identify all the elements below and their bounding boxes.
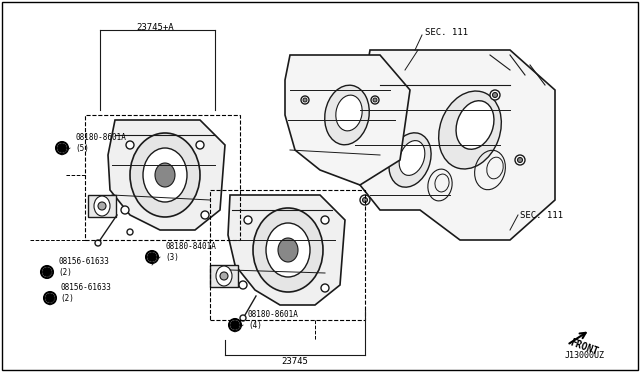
Ellipse shape [253,208,323,292]
Bar [88,195,116,217]
Circle shape [148,253,156,261]
Polygon shape [108,120,225,230]
Text: SEC. 111: SEC. 111 [425,28,468,36]
Circle shape [301,96,309,104]
Circle shape [390,95,400,105]
Circle shape [196,141,204,149]
Circle shape [371,96,379,104]
Circle shape [303,98,307,102]
Circle shape [127,229,133,235]
Text: 08156-61633
(2): 08156-61633 (2) [58,257,109,277]
Circle shape [146,251,158,263]
Circle shape [490,90,500,100]
Text: SEC. 111: SEC. 111 [520,211,563,219]
Ellipse shape [399,141,425,176]
Ellipse shape [336,95,362,131]
Circle shape [41,266,53,278]
Circle shape [44,292,56,304]
Ellipse shape [155,163,175,187]
Ellipse shape [438,91,501,169]
Polygon shape [228,195,345,305]
Ellipse shape [130,133,200,217]
Circle shape [360,195,370,205]
Circle shape [362,198,367,202]
Ellipse shape [143,148,187,202]
Circle shape [231,321,239,329]
Ellipse shape [324,85,369,145]
Circle shape [58,144,66,152]
Circle shape [493,93,497,97]
Circle shape [201,211,209,219]
Text: 08180-8401A
(3): 08180-8401A (3) [165,242,216,262]
Bar [210,190,365,320]
Circle shape [321,284,329,292]
Circle shape [43,268,51,276]
Circle shape [95,240,101,246]
Text: 23745: 23745 [282,357,308,366]
Circle shape [121,206,129,214]
Circle shape [392,97,397,103]
Polygon shape [340,50,555,240]
Circle shape [98,202,106,210]
Polygon shape [285,55,410,185]
Circle shape [229,319,241,331]
Text: 08180-8601A
(4): 08180-8601A (4) [248,310,299,330]
Ellipse shape [94,196,110,216]
Circle shape [518,157,522,163]
Circle shape [321,216,329,224]
Text: 08156-61633
(2): 08156-61633 (2) [60,283,111,303]
Bar [210,265,238,287]
Bar [85,115,240,240]
Circle shape [56,142,68,154]
Circle shape [244,216,252,224]
Text: 23745+A: 23745+A [136,22,174,32]
Ellipse shape [266,223,310,277]
Circle shape [126,141,134,149]
Ellipse shape [278,238,298,262]
Circle shape [515,155,525,165]
Circle shape [46,294,54,302]
Ellipse shape [216,266,232,286]
Text: FRONT: FRONT [568,337,599,357]
Circle shape [220,272,228,280]
Ellipse shape [456,101,494,149]
Text: J13000UZ: J13000UZ [565,351,605,360]
Circle shape [240,315,246,321]
Ellipse shape [389,133,431,187]
Circle shape [373,98,377,102]
Text: 08180-8601A
(5): 08180-8601A (5) [75,133,126,153]
Circle shape [239,281,247,289]
